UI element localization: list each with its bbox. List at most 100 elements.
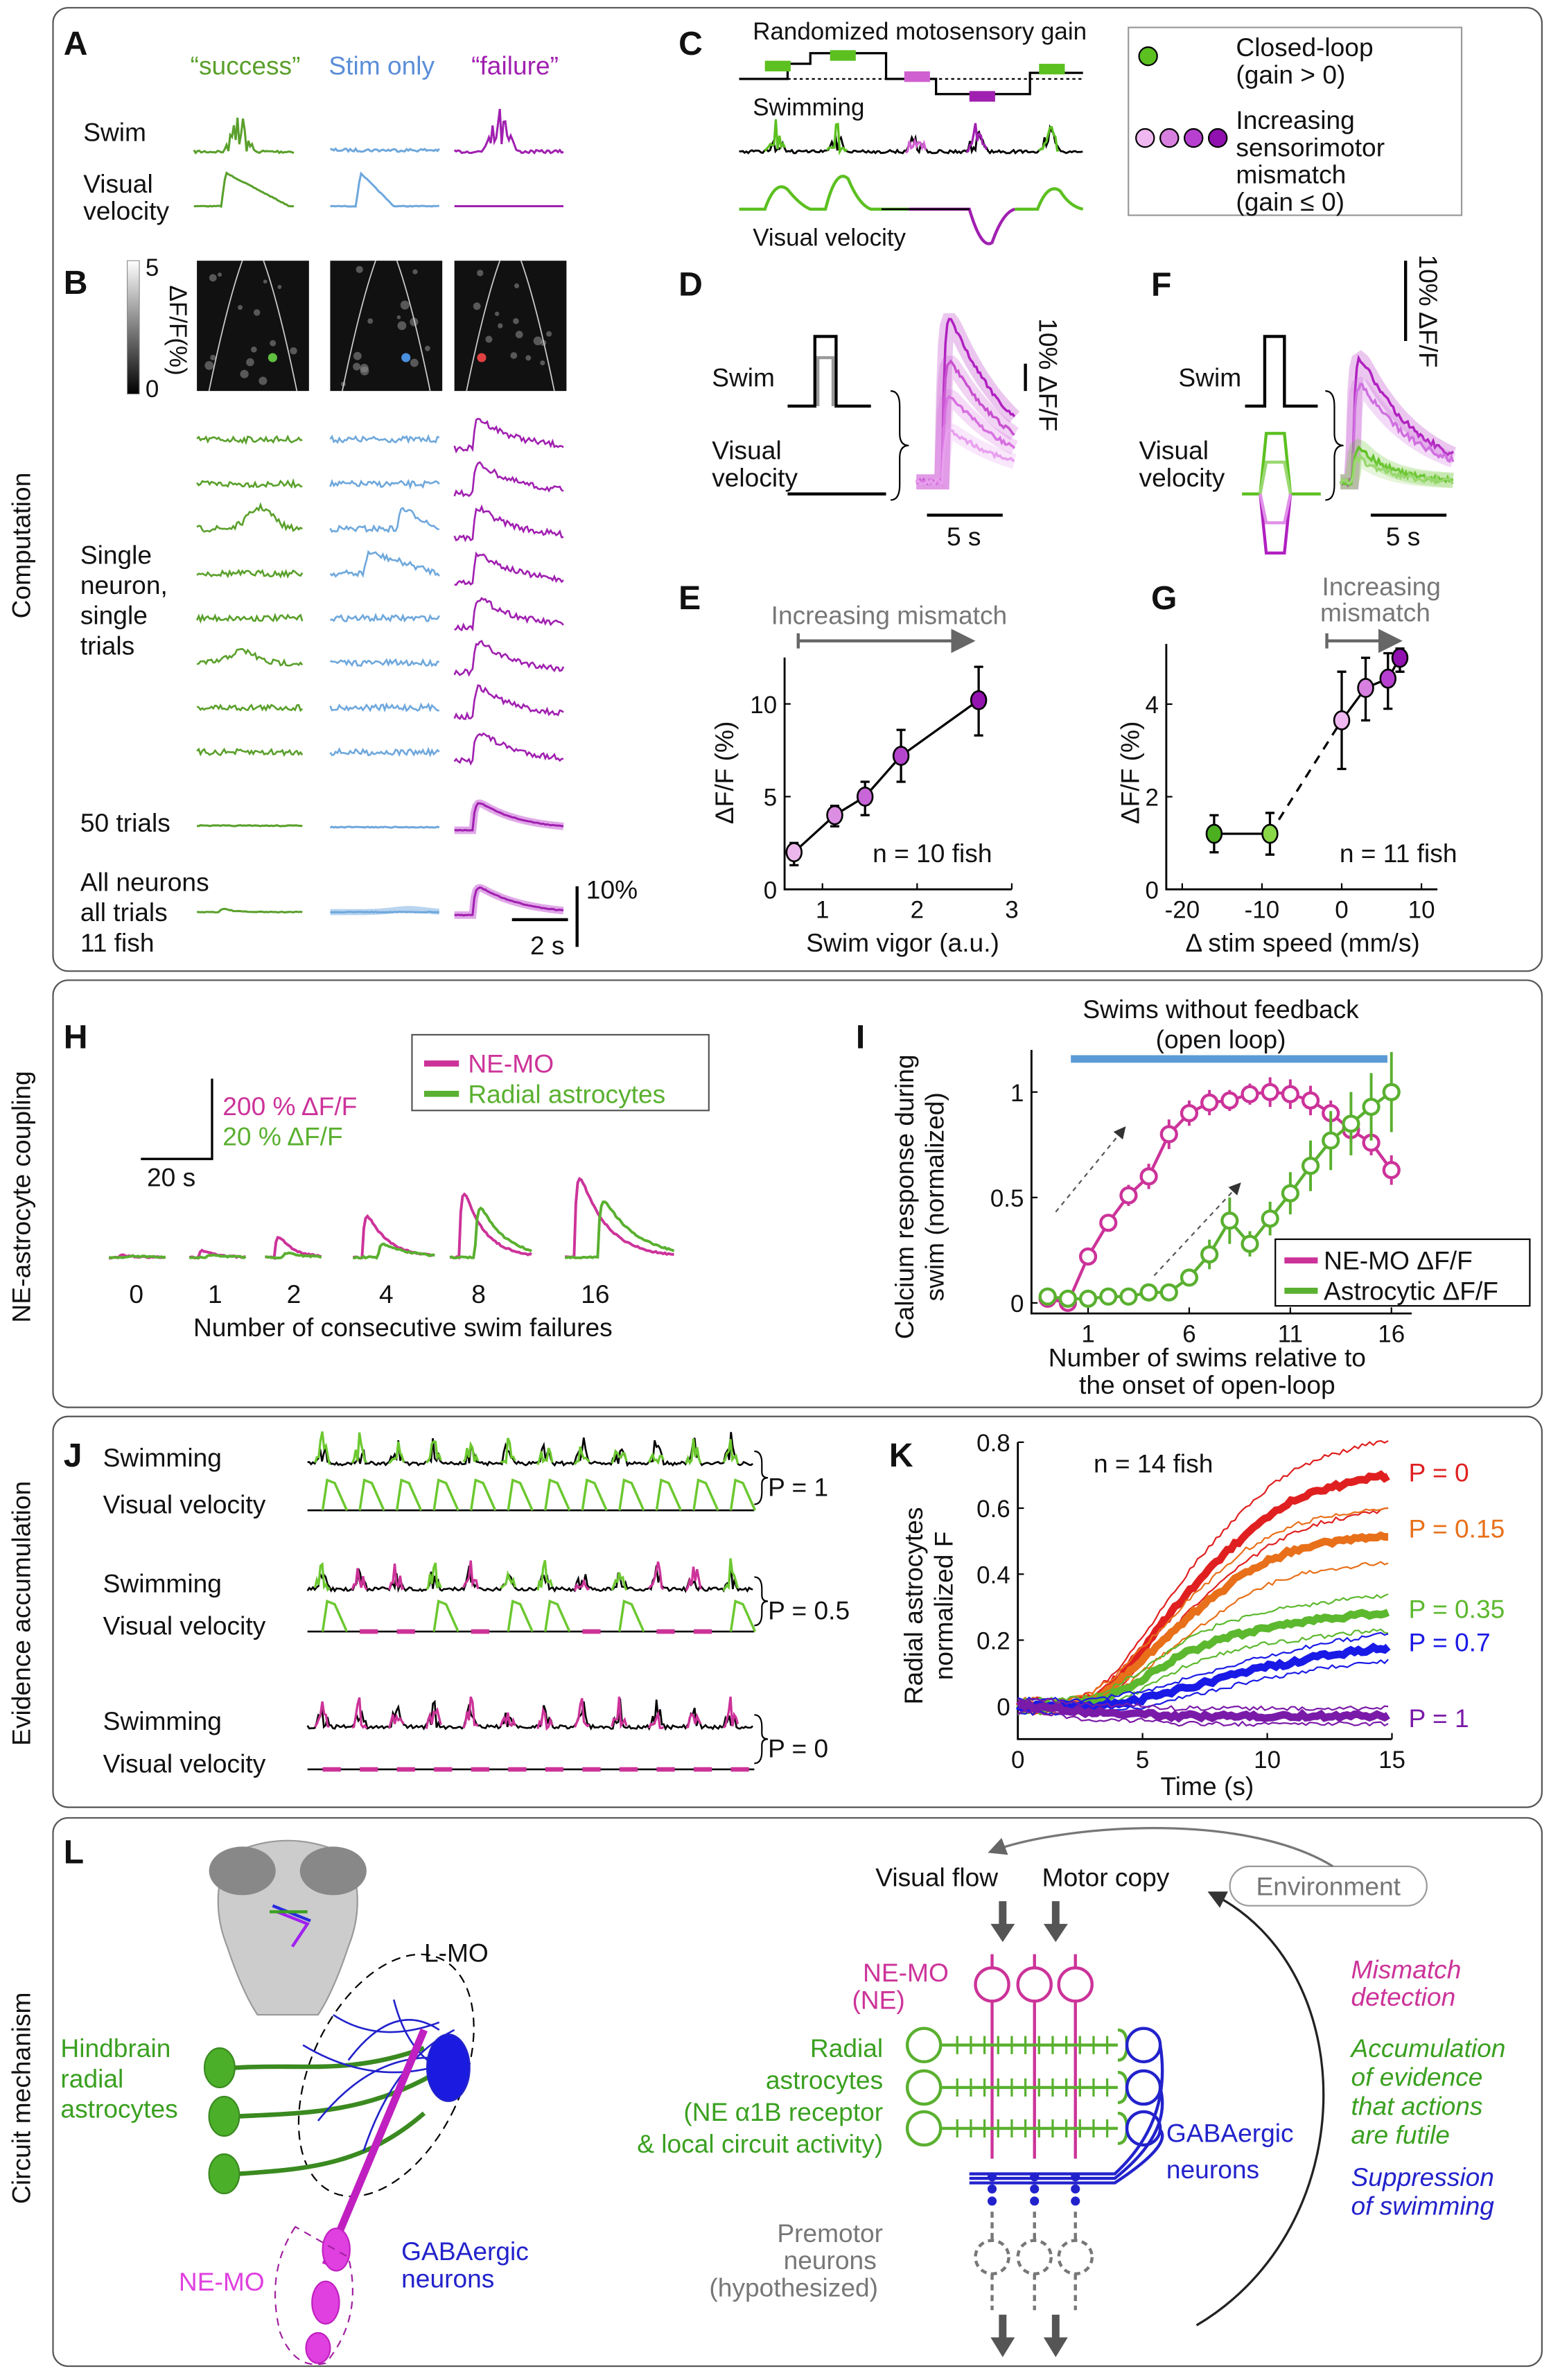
g-n: n = 11 fish [1340, 839, 1457, 868]
category-label: 0 [129, 1279, 143, 1309]
y-tick-label: 0.6 [976, 1496, 1010, 1523]
c-vv: Visual velocity [753, 224, 906, 251]
data-point [826, 805, 843, 825]
mean-trace [329, 825, 440, 829]
vv-schematic [1259, 460, 1292, 495]
series-line [1015, 1470, 1390, 1713]
data-point [1159, 1125, 1178, 1144]
swim-burst [314, 1701, 330, 1728]
cell-dot [246, 358, 254, 367]
legend-box [1274, 1238, 1531, 1307]
cell-dot [204, 360, 214, 370]
premotor-neuron [1016, 2239, 1053, 2275]
e-mismatch-arrow [796, 633, 970, 649]
data-point [892, 746, 910, 766]
p-label: P = 0 [768, 1733, 828, 1762]
cell-dot [263, 279, 268, 284]
data-point [1301, 1157, 1320, 1175]
swim-burst [573, 1577, 590, 1592]
legend-text: mismatch [1236, 160, 1346, 189]
legend-text: sensorimotor [1236, 132, 1385, 161]
scale-bar [1370, 261, 1447, 517]
swim-burst [722, 1439, 739, 1464]
hindbrain-label: radial [60, 2064, 123, 2093]
premotor-label: (hypothesized) [709, 2273, 878, 2302]
synapse [1030, 2172, 1040, 2182]
section-evidence [52, 1415, 1543, 1808]
cell-dot [396, 315, 401, 320]
swim-burst [647, 1451, 665, 1465]
cell-dot [397, 321, 407, 331]
mean-trace [197, 824, 303, 828]
vv-bump [692, 1478, 719, 1511]
suppress-label: Suppression [1351, 2162, 1494, 2191]
g-arrow-label: Increasing [1322, 572, 1441, 601]
mismatch-label: detection [1351, 1982, 1456, 2011]
y-axis-label: ΔF/F (%) [1116, 721, 1145, 825]
series-label: P = 1 [1409, 1704, 1469, 1733]
swim-burst [426, 1562, 442, 1591]
swim-burst [425, 1706, 442, 1729]
scale-x: 2 s [530, 931, 565, 960]
panel-letter: A [64, 25, 88, 62]
data-point [1139, 1167, 1158, 1186]
data-point [1180, 1103, 1199, 1123]
sem-line [1017, 1710, 1389, 1727]
p-label: P = 0.5 [768, 1596, 850, 1625]
cell-dot [400, 300, 410, 310]
data-point [1200, 1093, 1219, 1112]
data-point [1159, 1283, 1178, 1302]
outline [466, 260, 555, 392]
col-failure: “failure” [471, 51, 559, 80]
single-label: neuron, [80, 570, 168, 600]
x-axis-label: Number of swims relative to [1049, 1343, 1366, 1372]
single-trial-trace [196, 703, 304, 712]
legend-text: Radial astrocytes [468, 1079, 665, 1108]
outline [342, 260, 431, 392]
data-point [1301, 1091, 1320, 1110]
astrocyte [905, 2110, 943, 2147]
swim-burst [351, 1697, 368, 1729]
data-point [1099, 1287, 1118, 1306]
vv-trace [1015, 187, 1084, 211]
data-point [1139, 1283, 1158, 1302]
x-tick-label: 0 [1335, 897, 1348, 924]
category-label: 8 [471, 1279, 486, 1309]
fifty-trials-label: 50 trials [80, 808, 170, 837]
y-tick-label: 0 [764, 877, 777, 904]
gaba-right-label: GABAergic [1166, 2119, 1294, 2148]
panel-letter: D [678, 265, 703, 303]
section-computation [52, 7, 1543, 972]
sem-line [1017, 1697, 1389, 1712]
output-arrowhead [990, 2337, 1015, 2357]
single-trial-trace [453, 417, 564, 454]
vv-bump [655, 1478, 683, 1511]
swim-burst [314, 1431, 331, 1465]
panel-letter: H [64, 1019, 88, 1056]
single-trial-trace [329, 434, 440, 444]
data-point [1241, 1085, 1259, 1103]
accum-label: Accumulation [1350, 2033, 1506, 2063]
scale-y: 10% ΔF/F [1414, 254, 1443, 367]
swim-burst [426, 1440, 442, 1464]
cell-dot [210, 354, 216, 360]
brace [1325, 390, 1344, 501]
panel-letter: E [678, 579, 701, 617]
cell-dot [425, 345, 430, 351]
y-tick-label: 4 [1145, 692, 1158, 719]
cell-dot [485, 335, 493, 343]
swim-trace [330, 147, 440, 153]
cell-dot [477, 270, 484, 277]
swim-burst [648, 1710, 665, 1729]
synapse [1071, 2172, 1080, 2182]
swim-trace [453, 108, 564, 155]
x-tick-label: 1 [1081, 1321, 1094, 1348]
gain-segment [904, 71, 930, 82]
data-point [1058, 1289, 1077, 1308]
mean-trace [1340, 445, 1454, 487]
cell-dot [498, 323, 503, 329]
premotor-neuron [974, 2239, 1010, 2275]
swim-burst [904, 137, 927, 154]
legend-text: (gain > 0) [1236, 60, 1345, 89]
